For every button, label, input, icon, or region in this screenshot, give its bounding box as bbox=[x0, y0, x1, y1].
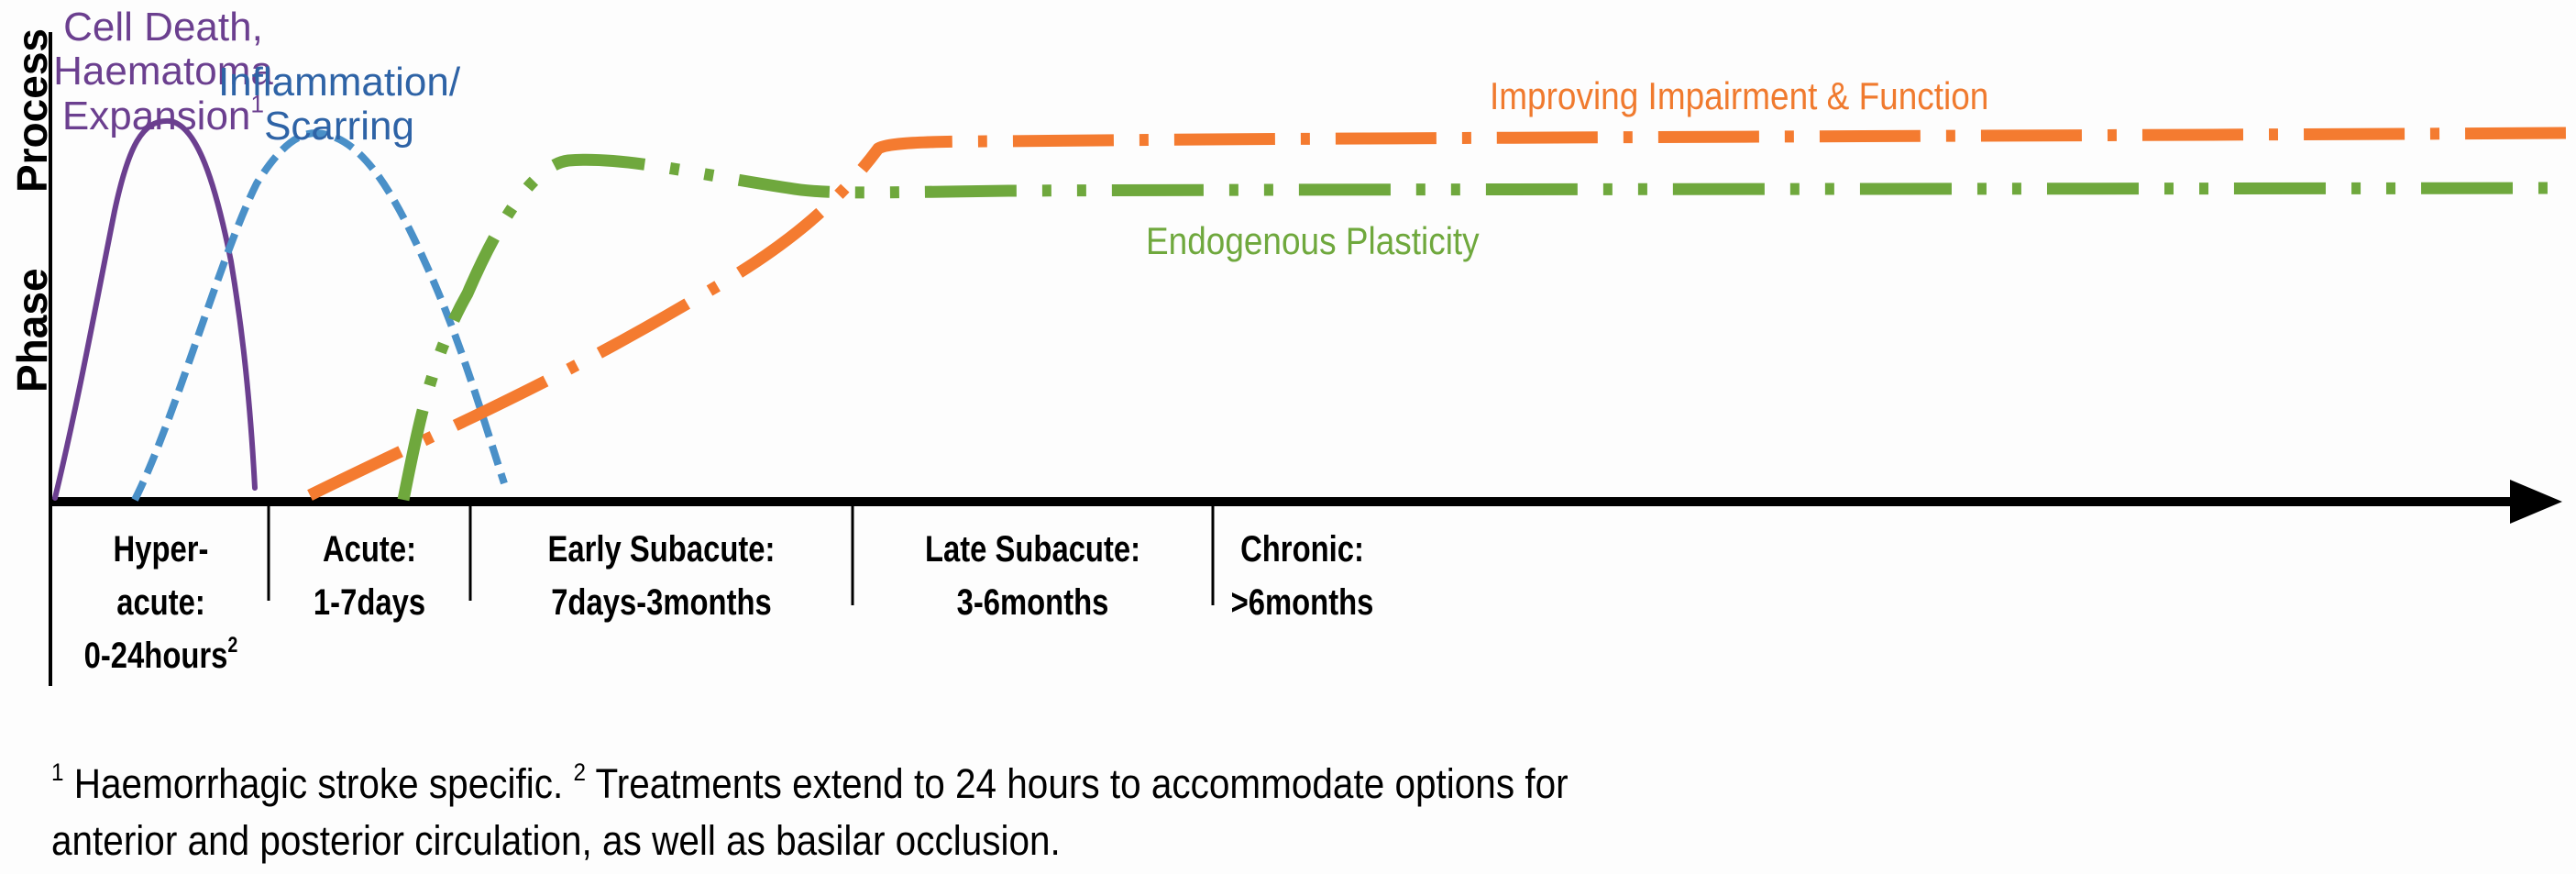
inflammation-label-line1: Inflammation/ bbox=[217, 60, 461, 105]
improving-function-label: Improving Impairment & Function bbox=[1490, 74, 1989, 117]
plasticity-label: Endogenous Plasticity bbox=[1146, 219, 1480, 262]
phase-name: Late Subacute: bbox=[924, 529, 1141, 570]
footnote-line1: 1 Haemorrhagic stroke specific. 2 Treatm… bbox=[51, 756, 1701, 813]
phase-range-text: 0-24hours bbox=[83, 636, 228, 676]
phase-hyper-acute: Hyper-acute: 0-24hours2 bbox=[72, 523, 249, 682]
plasticity-curve bbox=[397, 153, 2568, 502]
footnote-marker-1: 1 bbox=[51, 758, 64, 787]
footnote: 1 Haemorrhagic stroke specific. 2 Treatm… bbox=[51, 756, 1701, 869]
improving-function-curve bbox=[307, 127, 2568, 501]
y-axis-title-phase: Phase bbox=[8, 268, 56, 393]
cell-death-label-line2: Haematoma bbox=[53, 49, 273, 94]
inflammation-curve bbox=[131, 128, 508, 502]
x-axis-arrow-icon bbox=[2510, 480, 2562, 524]
phase-name: Early Subacute: bbox=[547, 529, 776, 570]
footnote-ref-2: 2 bbox=[227, 633, 238, 658]
inflammation-label: Inflammation/ Scarring bbox=[211, 60, 468, 149]
phase-range: 7days-3months bbox=[551, 582, 772, 623]
phase-name: Chronic: bbox=[1240, 529, 1364, 570]
footnote-ref-1: 1 bbox=[250, 90, 265, 118]
cell-death-label-text: Expansion bbox=[61, 93, 251, 138]
phase-chronic: Chronic: >6months bbox=[1229, 523, 1376, 629]
cell-death-curve bbox=[52, 117, 258, 501]
phase-range: 3-6months bbox=[956, 582, 1109, 623]
footnote-marker-2: 2 bbox=[573, 758, 587, 787]
phase-late-subacute: Late Subacute: 3-6months bbox=[885, 523, 1180, 629]
phase-early-subacute: Early Subacute: 7days-3months bbox=[505, 523, 819, 629]
footnote-text-1: Haemorrhagic stroke specific. bbox=[63, 760, 574, 807]
footnote-line2: anterior and posterior circulation, as w… bbox=[51, 817, 1061, 864]
phase-acute: Acute: 1-7days bbox=[287, 523, 452, 629]
footnote-text-2: Treatments extend to 24 hours to accommo… bbox=[586, 760, 1569, 807]
phase-name: Hyper-acute: bbox=[113, 529, 209, 623]
phase-range: 1-7days bbox=[313, 582, 426, 623]
phase-range: >6months bbox=[1230, 582, 1374, 623]
cell-death-label-line3: Expansion1 bbox=[53, 92, 273, 138]
cell-death-label: Cell Death, Haematoma Expansion1 bbox=[53, 5, 273, 138]
y-axis-title-process: Process bbox=[8, 28, 56, 193]
inflammation-label-line2: Scarring bbox=[264, 104, 414, 149]
phase-range: 0-24hours2 bbox=[72, 629, 249, 682]
phase-name: Acute: bbox=[322, 529, 417, 570]
cell-death-label-line1: Cell Death, bbox=[63, 5, 263, 50]
